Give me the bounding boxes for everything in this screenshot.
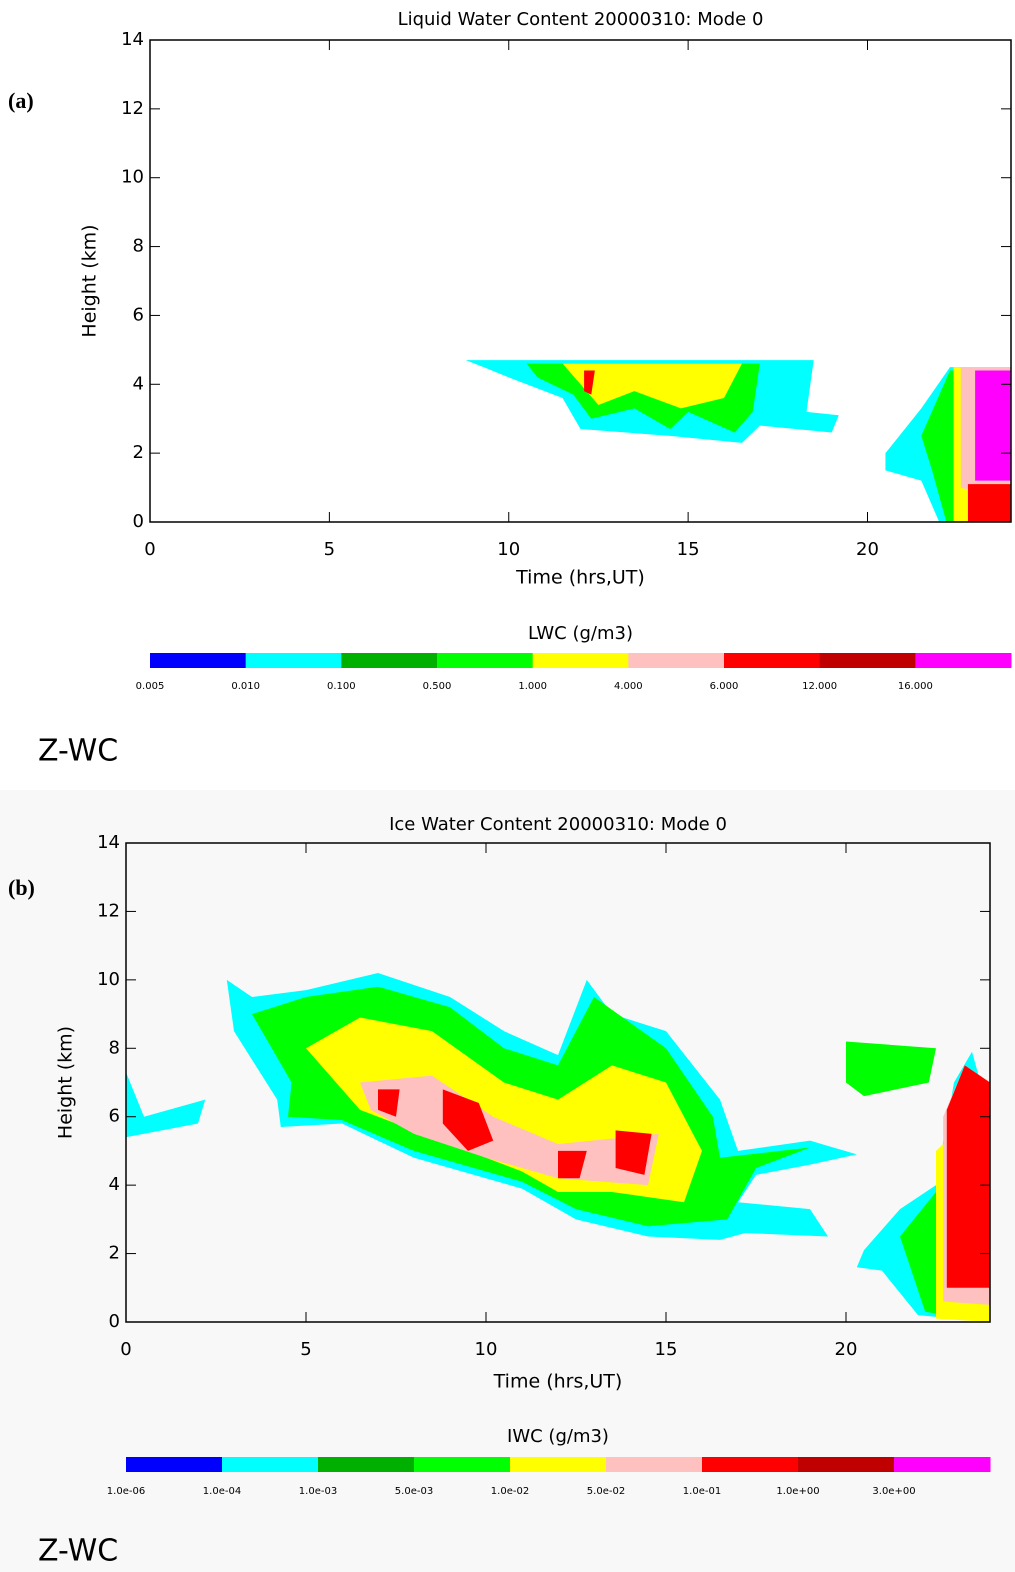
- colorbar-tick-label: 4.000: [614, 681, 643, 692]
- colorbar-tick-label: 1.0e-06: [107, 1486, 145, 1497]
- chart-title: Liquid Water Content 20000310: Mode 0: [398, 9, 764, 30]
- data-region: [975, 370, 1011, 481]
- colorbar-tick-label: 1.0e-03: [299, 1486, 337, 1497]
- colorbar-tick-label: 0.010: [231, 681, 260, 692]
- x-tick-label: 15: [655, 1339, 678, 1360]
- x-tick-label: 0: [144, 539, 155, 560]
- colorbar-tick-label: 1.000: [518, 681, 547, 692]
- y-tick-label: 14: [121, 29, 144, 50]
- colorbar-tick-label: 12.000: [802, 681, 837, 692]
- y-tick-label: 6: [109, 1106, 120, 1127]
- colorbar-segment: [222, 1457, 319, 1472]
- x-tick-label: 20: [835, 1339, 858, 1360]
- data-region: [946, 1065, 990, 1288]
- y-tick-label: 6: [133, 304, 144, 325]
- colorbar-tick-label: 0.005: [136, 681, 165, 692]
- colorbar-tick-label: 1.0e-04: [203, 1486, 241, 1497]
- data-region: [442, 1089, 494, 1151]
- colorbar-segment: [150, 653, 247, 668]
- colorbar-segment: [798, 1457, 895, 1472]
- y-tick-label: 10: [97, 969, 120, 990]
- data-region: [584, 370, 595, 395]
- x-tick-label: 5: [324, 539, 335, 560]
- colorbar-tick-label: 16.000: [898, 681, 933, 692]
- y-tick-label: 8: [133, 236, 144, 257]
- colorbar-tick-label: 5.0e-02: [587, 1486, 625, 1497]
- colorbar-segment: [819, 653, 916, 668]
- y-tick-label: 14: [97, 832, 120, 853]
- y-tick-label: 12: [97, 900, 120, 921]
- colorbar-tick-label: 0.100: [327, 681, 356, 692]
- y-tick-label: 8: [109, 1037, 120, 1058]
- y-tick-label: 4: [133, 373, 144, 394]
- footer: Z-WC: [38, 734, 118, 769]
- plot-frame: [149, 39, 1012, 523]
- colorbar-segment: [414, 1457, 511, 1472]
- colorbar-segment: [126, 1457, 223, 1472]
- x-axis-label: Time (hrs,UT): [493, 1371, 623, 1393]
- colorbar-tick-label: 5.0e-03: [395, 1486, 433, 1497]
- colorbar-tick-label: 3.0e+00: [872, 1486, 915, 1497]
- x-tick-label: 10: [497, 539, 520, 560]
- y-tick-label: 0: [133, 511, 144, 532]
- panel-label: (a): [8, 88, 34, 113]
- y-tick-label: 10: [121, 167, 144, 188]
- data-region: [615, 1130, 652, 1175]
- colorbar-segment: [894, 1457, 991, 1472]
- data-region: [558, 1150, 587, 1179]
- colorbar-segment: [724, 653, 821, 668]
- footer: Z-WC: [38, 1534, 118, 1569]
- colorbar-tick-label: 1.0e-02: [491, 1486, 529, 1497]
- data-region: [967, 484, 1011, 522]
- colorbar-segment: [510, 1457, 607, 1472]
- colorbar-segment: [341, 653, 438, 668]
- plot-frame: [125, 842, 991, 1323]
- colorbar-segment: [702, 1457, 799, 1472]
- colorbar-segment: [437, 653, 534, 668]
- panel-label: (b): [8, 875, 35, 900]
- y-tick-label: 12: [121, 98, 144, 119]
- colorbar-segment: [532, 653, 629, 668]
- x-tick-label: 20: [856, 539, 879, 560]
- data-region: [126, 1072, 206, 1138]
- x-axis-label: Time (hrs,UT): [515, 567, 645, 589]
- y-tick-label: 4: [109, 1174, 120, 1195]
- colorbar-segment: [606, 1457, 703, 1472]
- x-tick-label: 5: [300, 1339, 311, 1360]
- y-axis-label: Height (km): [55, 1026, 77, 1139]
- colorbar-tick-label: 1.0e-01: [683, 1486, 721, 1497]
- x-tick-label: 0: [120, 1339, 131, 1360]
- colorbar-tick-label: 0.500: [423, 681, 452, 692]
- colorbar-title: IWC (g/m3): [507, 1426, 609, 1447]
- colorbar-title: LWC (g/m3): [528, 623, 633, 644]
- data-region: [378, 1089, 400, 1117]
- chart-title: Ice Water Content 20000310: Mode 0: [389, 814, 727, 835]
- y-tick-label: 2: [133, 442, 144, 463]
- x-tick-label: 15: [677, 539, 700, 560]
- data-region: [562, 363, 742, 409]
- colorbar-segment: [318, 1457, 415, 1472]
- x-tick-label: 10: [475, 1339, 498, 1360]
- data-region: [846, 1041, 936, 1097]
- y-tick-label: 0: [109, 1311, 120, 1332]
- y-axis-label: Height (km): [79, 224, 101, 337]
- colorbar-tick-label: 1.0e+00: [776, 1486, 819, 1497]
- colorbar-tick-label: 6.000: [710, 681, 739, 692]
- colorbar-segment: [915, 653, 1012, 668]
- colorbar-segment: [245, 653, 342, 668]
- y-tick-label: 2: [109, 1243, 120, 1264]
- colorbar-segment: [628, 653, 725, 668]
